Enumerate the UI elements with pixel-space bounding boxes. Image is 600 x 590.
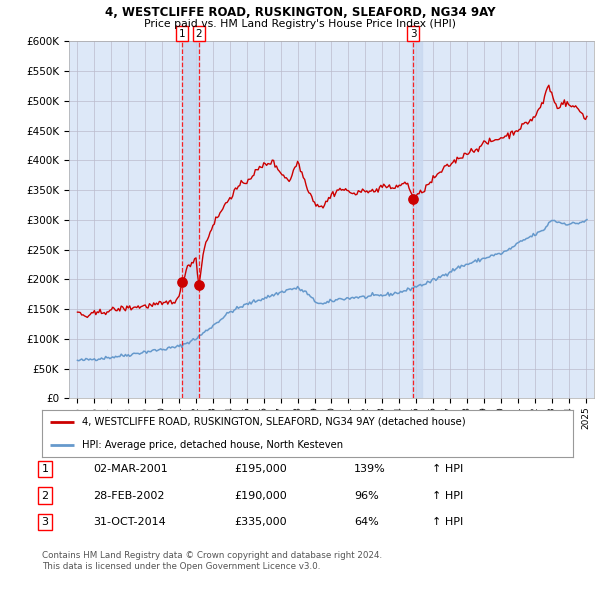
Text: 3: 3 [41, 517, 49, 527]
Text: 2: 2 [41, 491, 49, 500]
Text: £335,000: £335,000 [234, 517, 287, 527]
Text: ↑ HPI: ↑ HPI [432, 491, 463, 500]
Point [177, 277, 187, 287]
Point [194, 280, 203, 290]
Bar [412, 41, 422, 398]
Text: 1: 1 [41, 464, 49, 474]
Bar [182, 41, 199, 398]
Text: This data is licensed under the Open Government Licence v3.0.: This data is licensed under the Open Gov… [42, 562, 320, 571]
Text: Price paid vs. HM Land Registry's House Price Index (HPI): Price paid vs. HM Land Registry's House … [144, 19, 456, 29]
Text: Contains HM Land Registry data © Crown copyright and database right 2024.: Contains HM Land Registry data © Crown c… [42, 552, 382, 560]
Text: 4, WESTCLIFFE ROAD, RUSKINGTON, SLEAFORD, NG34 9AY (detached house): 4, WESTCLIFFE ROAD, RUSKINGTON, SLEAFORD… [82, 417, 466, 427]
Text: 02-MAR-2001: 02-MAR-2001 [93, 464, 168, 474]
Text: 139%: 139% [354, 464, 386, 474]
Text: 1: 1 [179, 28, 185, 38]
Text: 31-OCT-2014: 31-OCT-2014 [93, 517, 166, 527]
Text: 3: 3 [410, 28, 416, 38]
Text: 64%: 64% [354, 517, 379, 527]
Text: 28-FEB-2002: 28-FEB-2002 [93, 491, 164, 500]
Text: ↑ HPI: ↑ HPI [432, 517, 463, 527]
Text: HPI: Average price, detached house, North Kesteven: HPI: Average price, detached house, Nort… [82, 441, 343, 450]
Text: £195,000: £195,000 [234, 464, 287, 474]
Point [409, 194, 418, 204]
Text: ↑ HPI: ↑ HPI [432, 464, 463, 474]
Text: 4, WESTCLIFFE ROAD, RUSKINGTON, SLEAFORD, NG34 9AY: 4, WESTCLIFFE ROAD, RUSKINGTON, SLEAFORD… [105, 6, 495, 19]
Text: 2: 2 [196, 28, 202, 38]
Text: 96%: 96% [354, 491, 379, 500]
Text: £190,000: £190,000 [234, 491, 287, 500]
